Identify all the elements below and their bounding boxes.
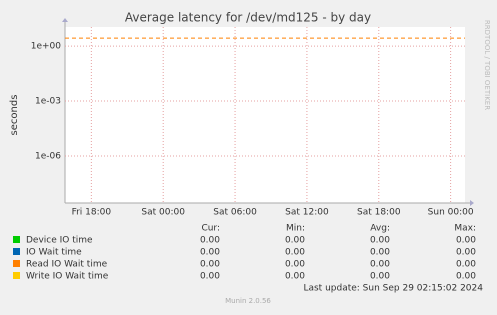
y-tick-label: 1e+00 xyxy=(31,42,62,52)
legend-stat: 0.00 xyxy=(285,272,305,282)
y-tick-label: 1e-06 xyxy=(35,151,61,161)
plot-area xyxy=(65,27,465,203)
x-tick-label: Sat 06:00 xyxy=(213,208,257,218)
legend-stat: 0.00 xyxy=(200,248,220,258)
y-tick-label: 1e-03 xyxy=(35,97,61,107)
legend-swatch xyxy=(13,248,20,255)
x-tick-label: Fri 18:00 xyxy=(72,208,112,218)
legend-header: Max: xyxy=(454,224,476,234)
legend-stat: 0.00 xyxy=(370,236,390,246)
legend-swatch xyxy=(13,272,20,279)
footer: Munin 2.0.56 xyxy=(225,297,271,305)
chart-title: Average latency for /dev/md125 - by day xyxy=(125,11,371,25)
legend-stat: 0.00 xyxy=(370,260,390,270)
legend-stat: 0.00 xyxy=(285,248,305,258)
legend-swatch xyxy=(13,260,20,267)
x-tick-label: Sat 12:00 xyxy=(285,208,329,218)
legend-stat: 0.00 xyxy=(456,272,476,282)
legend-header: Avg: xyxy=(370,224,390,234)
last-update: Last update: Sun Sep 29 02:15:02 2024 xyxy=(303,284,483,294)
legend-stat: 0.00 xyxy=(456,248,476,258)
legend-label: Write IO Wait time xyxy=(26,272,109,282)
legend-header: Min: xyxy=(286,224,305,234)
x-tick-label: Sun 00:00 xyxy=(428,208,474,218)
legend-stat: 0.00 xyxy=(285,236,305,246)
legend-stat: 0.00 xyxy=(200,236,220,246)
x-tick-label: Sat 18:00 xyxy=(357,208,401,218)
legend-stat: 0.00 xyxy=(200,260,220,270)
legend-header: Cur: xyxy=(201,224,220,234)
x-tick-label: Sat 00:00 xyxy=(141,208,185,218)
legend-stat: 0.00 xyxy=(456,236,476,246)
legend-stat: 0.00 xyxy=(370,248,390,258)
legend-swatch xyxy=(13,236,20,243)
legend-stat: 0.00 xyxy=(200,272,220,282)
legend-stat: 0.00 xyxy=(370,272,390,282)
legend-label: Read IO Wait time xyxy=(26,260,108,270)
legend-stat: 0.00 xyxy=(456,260,476,270)
legend-stat: 0.00 xyxy=(285,260,305,270)
legend-label: IO Wait time xyxy=(26,248,82,258)
axis-arrow xyxy=(470,200,474,206)
y-axis-label: seconds xyxy=(9,95,20,136)
legend-label: Device IO time xyxy=(26,236,93,246)
side-label: RRDTOOL / TOBI OETIKER xyxy=(483,20,491,110)
axis-arrow xyxy=(62,18,68,22)
